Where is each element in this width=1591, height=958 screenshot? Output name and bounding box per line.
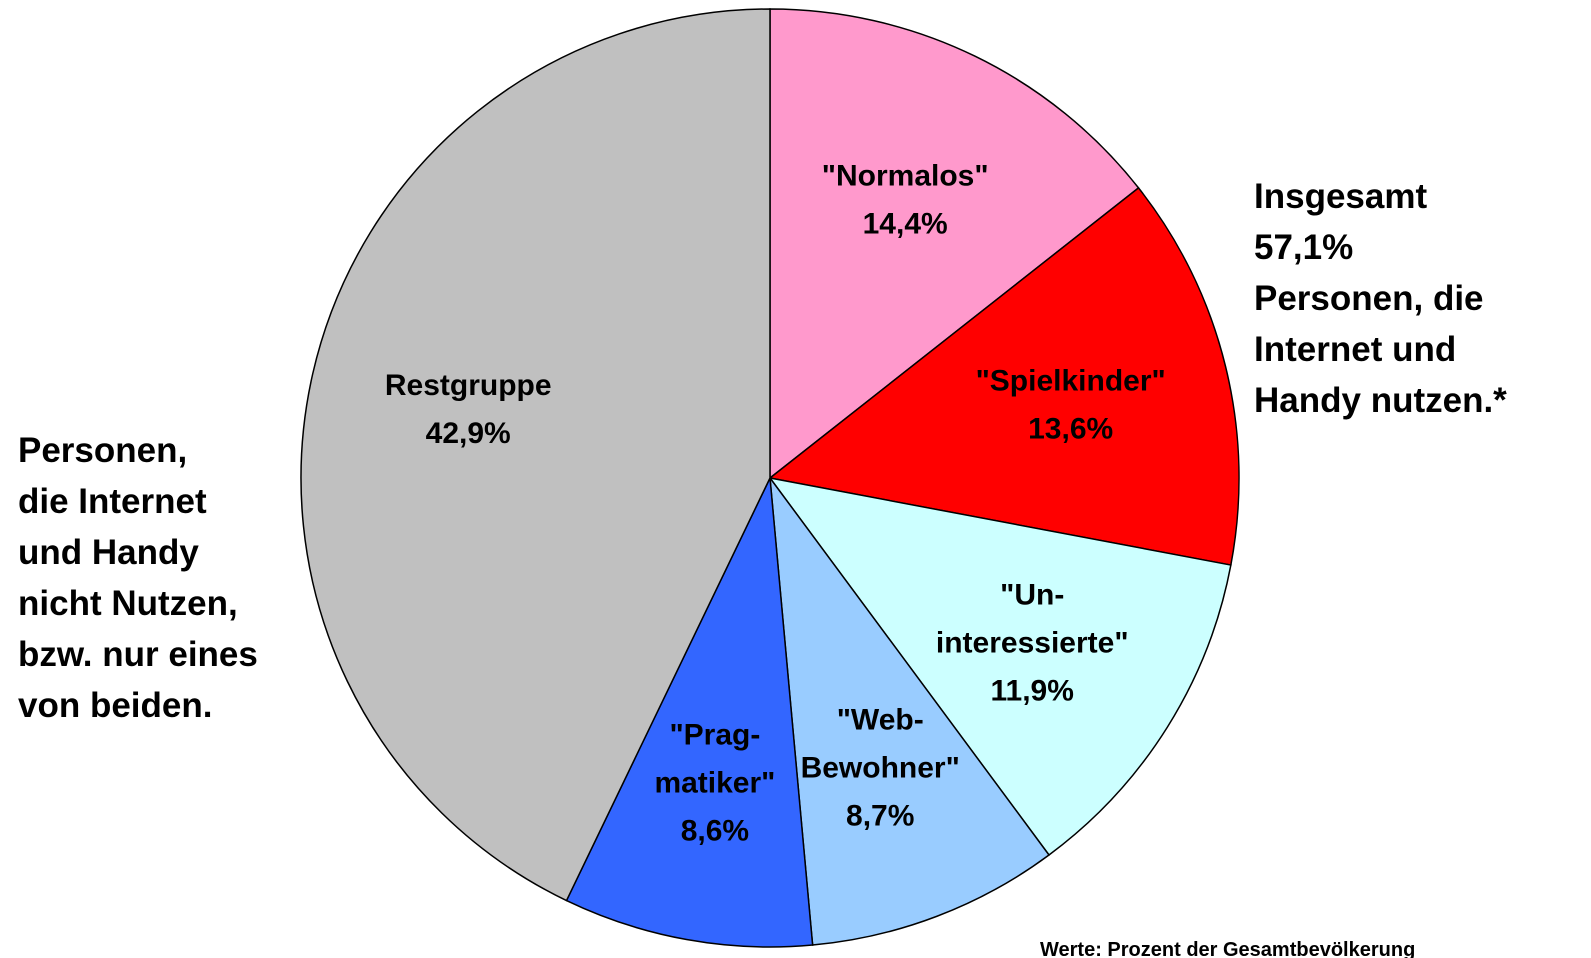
pie-slice — [300, 8, 771, 902]
annotation-left: Personen, die Internet und Handy nicht Nutz… — [18, 431, 258, 725]
pie-slice — [768, 476, 1232, 857]
slice-label: "Prag-matiker" — [654, 719, 775, 800]
pie-slice — [768, 186, 1240, 566]
annotation-right: Insgesamt 57,1% Personen, die Internet und H… — [1254, 177, 1507, 420]
slice-value-label: 42,9% — [426, 417, 511, 450]
slice-value-label: 13,6% — [1028, 412, 1113, 445]
footnote: Werte: Prozent der Gesamtbevölkerung — [1040, 939, 1415, 958]
slice-value-label: 8,7% — [846, 799, 914, 832]
slice-value-label: 8,6% — [681, 815, 749, 848]
pie-slice — [769, 8, 1140, 480]
slice-label: "Un-interessierte" — [936, 578, 1129, 659]
slice-value-label: 14,4% — [863, 208, 948, 241]
slice-label: "Spielkinder" — [976, 364, 1166, 397]
slice-label: "Normalos" — [822, 160, 989, 193]
pie-slice — [769, 475, 1051, 946]
slice-label: Restgruppe — [385, 369, 552, 402]
pie-slice — [565, 475, 814, 948]
slice-value-label: 11,9% — [991, 674, 1074, 707]
slice-label: "Web-Bewohner" — [801, 703, 960, 784]
